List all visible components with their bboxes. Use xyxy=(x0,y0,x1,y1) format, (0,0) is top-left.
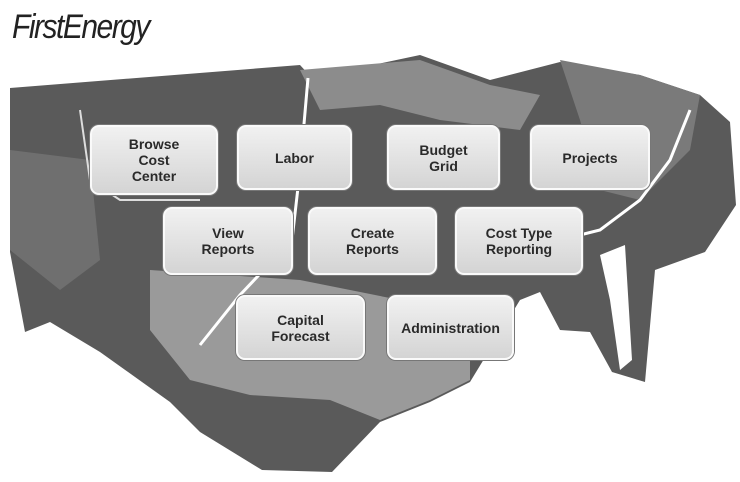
menu-button[interactable]: View Reports xyxy=(163,207,293,275)
menu-button[interactable]: Budget Grid xyxy=(387,125,500,190)
logo: FirstEnergy xyxy=(12,8,150,46)
menu-button[interactable]: Projects xyxy=(530,125,650,190)
menu-button[interactable]: Browse Cost Center xyxy=(90,125,218,195)
map-region-light xyxy=(300,60,540,130)
menu-button[interactable]: Create Reports xyxy=(308,207,437,275)
map-boundary xyxy=(559,109,692,242)
menu-button[interactable]: Capital Forecast xyxy=(236,295,365,360)
map-water xyxy=(600,245,632,370)
menu-button[interactable]: Cost Type Reporting xyxy=(455,207,583,275)
map-region-light xyxy=(10,150,100,290)
menu-button[interactable]: Labor xyxy=(237,125,352,190)
menu-button[interactable]: Administration xyxy=(387,295,514,360)
